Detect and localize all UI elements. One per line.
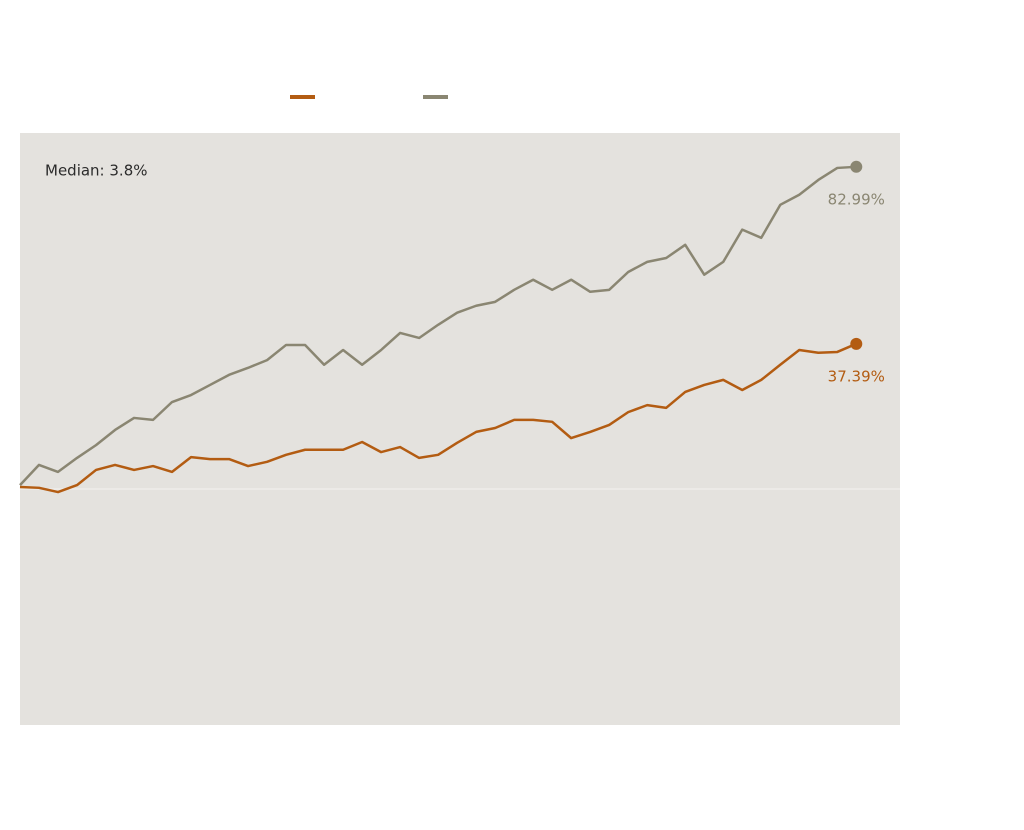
end-point bbox=[850, 160, 863, 173]
series-line bbox=[19, 165, 857, 486]
value-label: 37.39% bbox=[828, 367, 885, 385]
value-label: 82.99% bbox=[828, 190, 885, 208]
series-line bbox=[19, 342, 857, 494]
end-point bbox=[850, 337, 863, 350]
annotation: Median: 3.8% bbox=[45, 162, 148, 180]
plot-background bbox=[20, 133, 900, 725]
